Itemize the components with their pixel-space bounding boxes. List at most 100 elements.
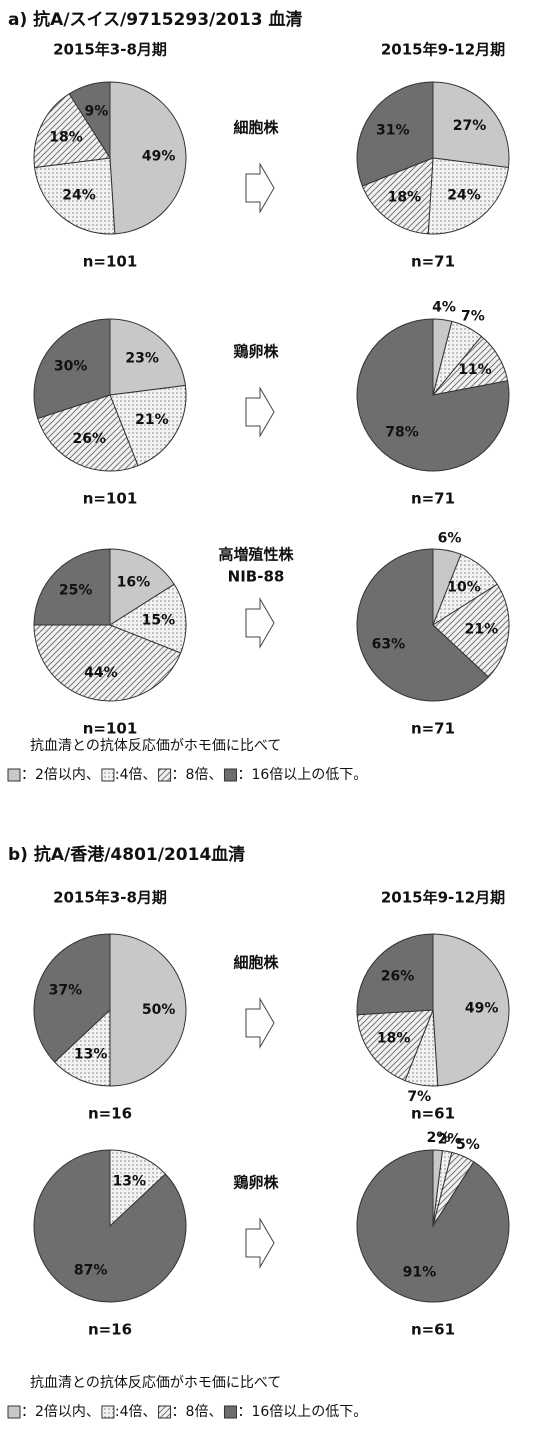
value-label: 87%: [74, 1263, 108, 1279]
arrow: [245, 997, 275, 1049]
pie-slice: [33, 624, 182, 702]
pie-slice: [356, 81, 434, 187]
value-label: 50%: [142, 1002, 176, 1018]
value-label: 63%: [372, 636, 406, 652]
value-label: 13%: [74, 1047, 108, 1063]
period-label: 2015年9-12月期: [381, 889, 505, 907]
value-label: 13%: [113, 1173, 147, 1189]
pie-slice: [33, 318, 111, 420]
period-label: 2015年3-8月期: [53, 41, 167, 59]
pie-slice: [361, 157, 434, 235]
pie-slice: [37, 394, 139, 472]
strain-label: 高増殖性株: [218, 546, 294, 564]
legend-swatch: [7, 1405, 21, 1419]
pie-slice: [356, 1009, 434, 1082]
pie-slice: [68, 81, 111, 160]
legend-swatch: [223, 1405, 237, 1419]
pie-slice: [109, 548, 175, 626]
period-label: 2015年9-12月期: [381, 41, 505, 59]
arrow: [245, 162, 275, 214]
value-label: 24%: [62, 187, 96, 203]
legend-swatch: [223, 768, 237, 782]
pie-slice: [109, 1149, 167, 1228]
value-label: 30%: [54, 358, 88, 374]
value-label: 18%: [49, 129, 83, 145]
legend-label: ：8倍、: [172, 767, 223, 783]
pie-slice: [432, 583, 510, 678]
pie-slice: [427, 157, 509, 235]
strain-label: NIB-88: [228, 568, 285, 586]
pie-slice: [356, 548, 490, 702]
pie-annotation: n=71: [411, 253, 455, 271]
pie-slice: [109, 318, 186, 396]
value-label: 21%: [135, 412, 169, 428]
value-label: 31%: [376, 123, 410, 139]
value-label: 27%: [453, 118, 487, 134]
pie-slice: [432, 933, 510, 1087]
pie-annotation: n=61: [411, 1321, 455, 1339]
pie-slice: [33, 933, 111, 1063]
note: 抗血清との抗体反応価がホモ価に比べて: [30, 738, 281, 754]
pie-slice: [356, 933, 434, 1016]
pie-slice: [33, 548, 111, 626]
pie-annotation: n=101: [83, 253, 138, 271]
value-label: 25%: [59, 583, 93, 599]
value-label: 91%: [403, 1265, 437, 1281]
value-label: 2%: [427, 1130, 451, 1146]
value-label: 49%: [465, 1000, 499, 1016]
pie-slice: [34, 157, 116, 235]
pie-slice: [108, 583, 187, 654]
strain-label: 細胞株: [233, 954, 279, 972]
value-label: 26%: [73, 431, 107, 447]
value-label: 18%: [377, 1031, 411, 1047]
pie-slice: [356, 1149, 510, 1303]
pie-slice: [33, 1149, 187, 1303]
pie-annotation: n=101: [83, 490, 138, 508]
arrow: [245, 597, 275, 649]
value-label: 2%: [438, 1132, 462, 1148]
value-label: 44%: [84, 665, 118, 681]
value-label: 4%: [432, 300, 456, 316]
legend-label: ：2倍以内、: [21, 767, 100, 783]
legend-swatch: [101, 768, 115, 782]
strain-label: 鶏卵株: [233, 1174, 279, 1192]
pie-annotation: n=71: [411, 720, 455, 738]
section-title: b) 抗A/香港/4801/2014血清: [8, 844, 245, 865]
strain-label: 細胞株: [233, 119, 279, 137]
value-label: 7%: [407, 1089, 431, 1105]
arrow: [245, 386, 275, 438]
value-label: 18%: [388, 189, 422, 205]
pie-slice: [432, 81, 510, 169]
pie-slice: [109, 81, 187, 235]
pie-slice: [53, 1008, 111, 1087]
pie-annotation: n=101: [83, 720, 138, 738]
legend-label: :4倍、: [115, 767, 157, 783]
arrow: [245, 1217, 275, 1269]
value-label: 6%: [438, 531, 462, 547]
value-label: 7%: [461, 309, 485, 325]
legend-label: ：16倍以上の低下。: [237, 1404, 367, 1420]
pie-slice: [356, 318, 510, 472]
period-label: 2015年3-8月期: [53, 889, 167, 907]
value-label: 5%: [456, 1137, 480, 1153]
value-label: 15%: [142, 612, 176, 628]
legend-swatch: [158, 768, 172, 782]
value-label: 24%: [447, 187, 481, 203]
legend-label: ：2倍以内、: [21, 1404, 100, 1420]
legend-swatch: [101, 1405, 115, 1419]
pie-annotation: n=61: [411, 1105, 455, 1123]
value-label: 37%: [49, 983, 83, 999]
pie-slice: [109, 933, 187, 1087]
value-label: 16%: [117, 574, 151, 590]
legend-swatch: [158, 1405, 172, 1419]
note: 抗血清との抗体反応価がホモ価に比べて: [30, 1375, 281, 1391]
value-label: 10%: [447, 580, 481, 596]
legend-label: ：16倍以上の低下。: [237, 767, 367, 783]
strain-label: 鶏卵株: [233, 343, 279, 361]
legend-swatch: [7, 768, 21, 782]
pie-annotation: n=71: [411, 490, 455, 508]
value-label: 23%: [125, 351, 159, 367]
pie-annotation: n=16: [88, 1105, 132, 1123]
value-label: 21%: [465, 622, 499, 638]
